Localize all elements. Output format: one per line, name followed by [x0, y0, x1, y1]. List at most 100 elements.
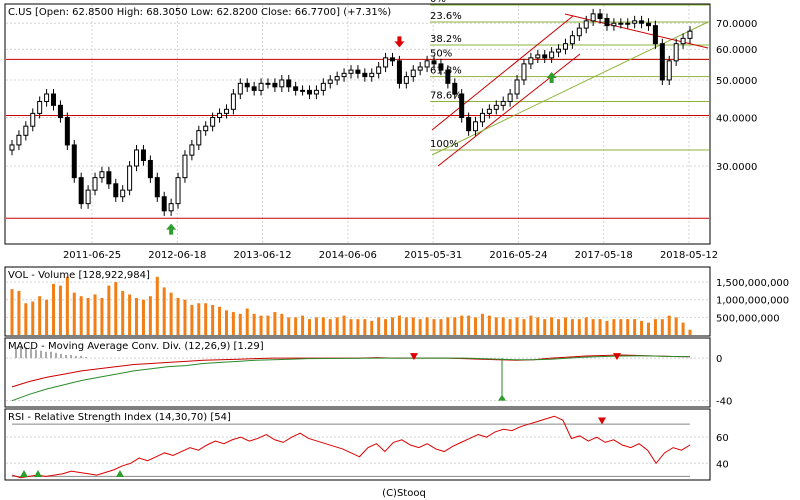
- volume-bar: [259, 315, 263, 335]
- volume-bar: [494, 317, 498, 335]
- macd-sell-marker: [410, 353, 418, 361]
- volume-bar: [674, 317, 678, 335]
- footer-credit: (C)Stooq: [382, 488, 426, 499]
- volume-bar: [72, 292, 76, 335]
- volume-bar: [453, 317, 457, 335]
- candle-body: [127, 165, 133, 191]
- volume-bar: [418, 319, 422, 335]
- volume-bar: [45, 299, 49, 335]
- channel-upper-line: [431, 15, 574, 131]
- candle-body: [210, 117, 216, 127]
- volume-bar: [190, 305, 194, 335]
- volume-bar: [536, 317, 540, 335]
- volume-bar: [439, 319, 443, 335]
- candle-body: [57, 104, 63, 119]
- candle-body: [9, 144, 15, 151]
- candle-body: [44, 93, 50, 102]
- fibonacci-label: 61.8%: [430, 66, 462, 77]
- candle-body: [230, 93, 236, 110]
- candle-body: [438, 63, 444, 71]
- candle-body: [244, 82, 250, 88]
- candle-body: [78, 177, 84, 205]
- candle-body: [514, 79, 520, 95]
- candle-body: [120, 189, 126, 198]
- volume-bar: [633, 319, 637, 335]
- rsi-grid: [6, 423, 709, 477]
- volume-bar: [688, 329, 692, 335]
- macd-histogram-bar: [15, 347, 17, 359]
- volume-y-tick-label: 1,500,000,000: [716, 278, 789, 289]
- candle-body: [376, 66, 382, 74]
- candle-body: [390, 57, 396, 62]
- candle-body: [417, 66, 423, 71]
- channel-lower-line: [437, 53, 581, 167]
- candle-body: [507, 93, 513, 102]
- candle-body: [313, 89, 319, 95]
- volume-bar: [508, 319, 512, 335]
- volume-bar: [404, 317, 408, 335]
- macd-sell-marker: [613, 353, 621, 361]
- volume-bar: [162, 287, 166, 335]
- volume-bar: [563, 317, 567, 335]
- candle-body: [286, 79, 292, 88]
- volume-bar: [211, 305, 215, 335]
- volume-title: VOL - Volume [128,922,984]: [8, 270, 150, 281]
- candle-body: [23, 125, 29, 136]
- volume-bar: [370, 320, 374, 335]
- volume-bar: [522, 319, 526, 335]
- volume-bar: [640, 320, 644, 335]
- rsi-buy-marker: [34, 470, 42, 477]
- fibonacci-labels: 0% 23.6% 38.2% 50% 61.8% 78.6% 100%: [430, 0, 462, 150]
- macd-lines: [11, 353, 691, 402]
- price-x-tick-label: 2018-05-12: [660, 250, 718, 261]
- candle-body: [396, 60, 402, 84]
- candle-body: [251, 86, 257, 91]
- rsi-plot-frame: [4, 408, 711, 481]
- volume-bar: [619, 319, 623, 335]
- candle-body: [590, 13, 596, 22]
- candle-body: [320, 82, 326, 91]
- volume-bar: [197, 303, 201, 335]
- candle-body: [258, 82, 264, 91]
- volume-bars: [10, 276, 692, 335]
- volume-bar: [31, 301, 35, 335]
- candle-body: [334, 76, 340, 81]
- volume-bar: [238, 313, 242, 335]
- candle-body: [140, 149, 146, 161]
- volume-bar: [294, 317, 298, 335]
- candle-body: [300, 89, 306, 92]
- volume-bar: [245, 308, 249, 335]
- candle-body: [549, 51, 555, 59]
- fibonacci-label: 23.6%: [430, 11, 462, 22]
- volume-bar: [391, 317, 395, 335]
- candle-body: [576, 27, 582, 37]
- fibonacci-label: 50%: [430, 48, 452, 59]
- macd-histogram-bar: [70, 354, 72, 359]
- macd-histogram-bar: [45, 351, 47, 359]
- macd-histogram: [15, 346, 87, 359]
- macd-y-tick-label: 0: [716, 354, 722, 365]
- volume-bar: [501, 317, 505, 335]
- volume-bar: [467, 315, 471, 335]
- volume-bar: [653, 319, 657, 335]
- candle-body: [466, 117, 472, 132]
- price-y-tick-label: 70.0000: [716, 19, 757, 30]
- volume-bar: [176, 297, 180, 335]
- volume-bar: [224, 310, 228, 335]
- volume-bar: [314, 317, 318, 335]
- candle-body: [445, 69, 451, 84]
- macd-histogram-bar: [40, 350, 42, 359]
- candle-body: [175, 177, 181, 205]
- candle-body: [535, 54, 541, 59]
- candle-body: [473, 121, 479, 132]
- candle-body: [583, 20, 589, 29]
- candle-body: [659, 43, 665, 81]
- volume-bar: [252, 313, 256, 335]
- candle-body: [196, 130, 202, 146]
- macd-buy-marker: [498, 394, 506, 401]
- volume-bar: [231, 312, 235, 335]
- candle-body: [272, 82, 278, 88]
- candle-body: [71, 144, 77, 179]
- support-resistance-lines: [6, 58, 709, 219]
- signal-arrows: [166, 36, 557, 235]
